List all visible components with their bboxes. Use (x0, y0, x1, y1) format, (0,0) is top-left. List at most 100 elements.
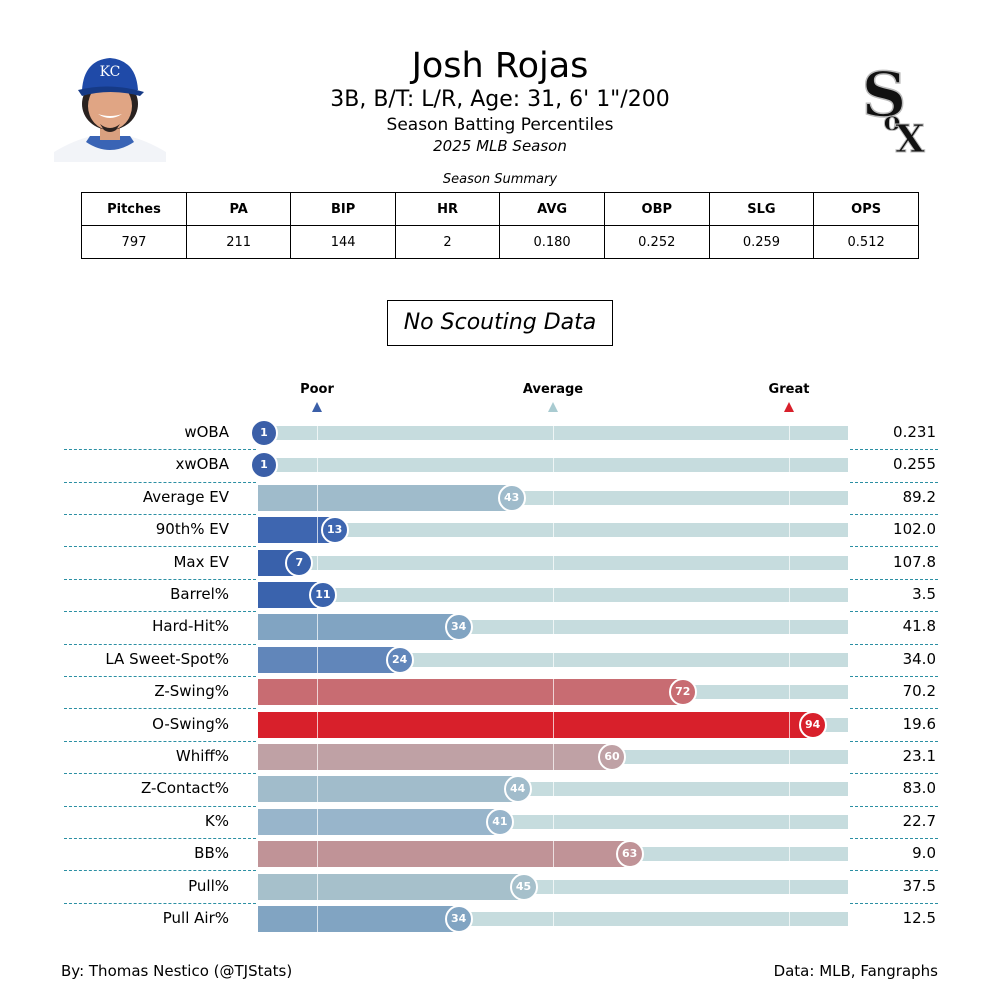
average-triangle-icon (548, 402, 558, 412)
reference-line (553, 679, 554, 706)
cell-value: 211 (185, 225, 292, 259)
poor-triangle-icon (312, 402, 322, 412)
percentile-badge: 44 (503, 775, 532, 804)
col-header: Pitches (81, 192, 187, 226)
metric-label: LA Sweet-Spot% (105, 649, 229, 668)
percentile-badge: 34 (444, 905, 473, 933)
col-header: PA (185, 192, 292, 226)
percentile-bar (258, 484, 512, 511)
row-separator-right (850, 902, 938, 904)
percentile-bar (258, 841, 630, 868)
metric-label: xwOBA (175, 455, 229, 474)
reference-line (789, 517, 790, 544)
percentile-badge: 94 (798, 710, 827, 739)
row-separator-right (850, 481, 938, 483)
svg-text:S: S (862, 58, 907, 131)
reference-line (317, 906, 318, 932)
row-separator-right (850, 676, 938, 677)
row-separator-right (850, 870, 938, 872)
cell-value: 0.512 (813, 225, 919, 259)
reference-line (553, 452, 554, 479)
reference-line (789, 549, 790, 576)
metric-value: 3.5 (912, 585, 936, 603)
col-header: SLG (708, 192, 815, 226)
percentile-bar (258, 808, 500, 835)
reference-line (553, 776, 554, 803)
reference-line (789, 808, 790, 835)
row-separator-right (850, 643, 938, 645)
reference-line (789, 452, 790, 479)
metric-value: 34.0 (902, 649, 936, 668)
metric-label: Z-Swing% (154, 682, 229, 701)
row-separator-left (64, 708, 256, 710)
row-separator-right (850, 449, 938, 451)
metric-label: wOBA (184, 423, 229, 441)
reference-line (317, 484, 318, 511)
season-label: 2025 MLB Season (433, 137, 567, 155)
cell-value: 0.180 (499, 225, 605, 259)
col-header: HR (394, 192, 501, 226)
reference-line (789, 841, 790, 868)
percentile-bar (258, 873, 524, 900)
reference-line (789, 420, 790, 446)
row-separator-right (850, 514, 938, 515)
percentile-bar (258, 646, 400, 673)
chart-subtitle: Season Batting Percentiles (386, 115, 614, 135)
poor-marker-label: Poor (300, 382, 334, 397)
metric-label: Whiff% (175, 747, 229, 765)
row-separator-right (850, 805, 938, 807)
reference-line (317, 679, 318, 706)
great-marker-label: Great (768, 382, 810, 397)
credit-text: By: Thomas Nestico (@TJStats) (61, 962, 293, 980)
reference-line (317, 711, 318, 738)
svg-text:KC: KC (100, 64, 121, 80)
reference-line (317, 420, 318, 446)
percentile-badge: 1 (250, 451, 278, 480)
metric-value: 102.0 (893, 520, 936, 539)
svg-text:o: o (883, 107, 900, 137)
reference-line (553, 808, 554, 835)
metric-value: 23.1 (902, 747, 936, 765)
percentile-badge: 24 (385, 645, 414, 674)
row-separator-left (64, 902, 256, 904)
row-separator-left (64, 514, 256, 515)
row-separator-right (850, 708, 938, 710)
average-marker-label: Average (522, 382, 584, 397)
row-separator-left (64, 643, 256, 645)
row-separator-left (64, 578, 256, 580)
metric-value: 83.0 (902, 779, 936, 798)
percentile-bar (258, 711, 813, 738)
percentile-badge: 63 (615, 840, 644, 869)
team-logo-icon: S o X (861, 57, 926, 156)
metric-value: 37.5 (902, 876, 936, 895)
metric-label: Z-Contact% (140, 779, 229, 798)
row-separator-right (850, 773, 938, 775)
percentile-badge: 11 (308, 581, 337, 609)
row-separator-left (64, 805, 256, 807)
row-separator-left (64, 481, 256, 483)
row-separator-right (850, 611, 938, 613)
cell-value: 0.252 (603, 225, 710, 259)
reference-line (789, 484, 790, 511)
reference-line (317, 776, 318, 803)
percentile-badge: 43 (497, 483, 526, 512)
percentile-bar (258, 679, 683, 706)
row-separator-left (64, 611, 256, 613)
scouting-note: No Scouting Data (387, 300, 613, 346)
metric-label: Average EV (142, 487, 229, 506)
percentile-badge: 60 (598, 743, 626, 771)
row-separator-right (850, 838, 938, 839)
metric-label: Max EV (173, 552, 229, 571)
great-triangle-icon (784, 402, 794, 412)
row-separator-left (64, 838, 256, 839)
season-summary-table: Pitches PA BIP HR AVG OBP SLG OPS 797 21… (81, 192, 919, 259)
reference-line (317, 549, 318, 576)
reference-line (317, 873, 318, 900)
metric-value: 22.7 (902, 811, 936, 830)
metric-value: 0.255 (893, 455, 936, 474)
reference-line (789, 744, 790, 770)
row-separator-right (850, 740, 938, 742)
metric-label: K% (204, 811, 229, 830)
row-separator-left (64, 676, 256, 677)
metric-value: 0.231 (893, 423, 936, 441)
